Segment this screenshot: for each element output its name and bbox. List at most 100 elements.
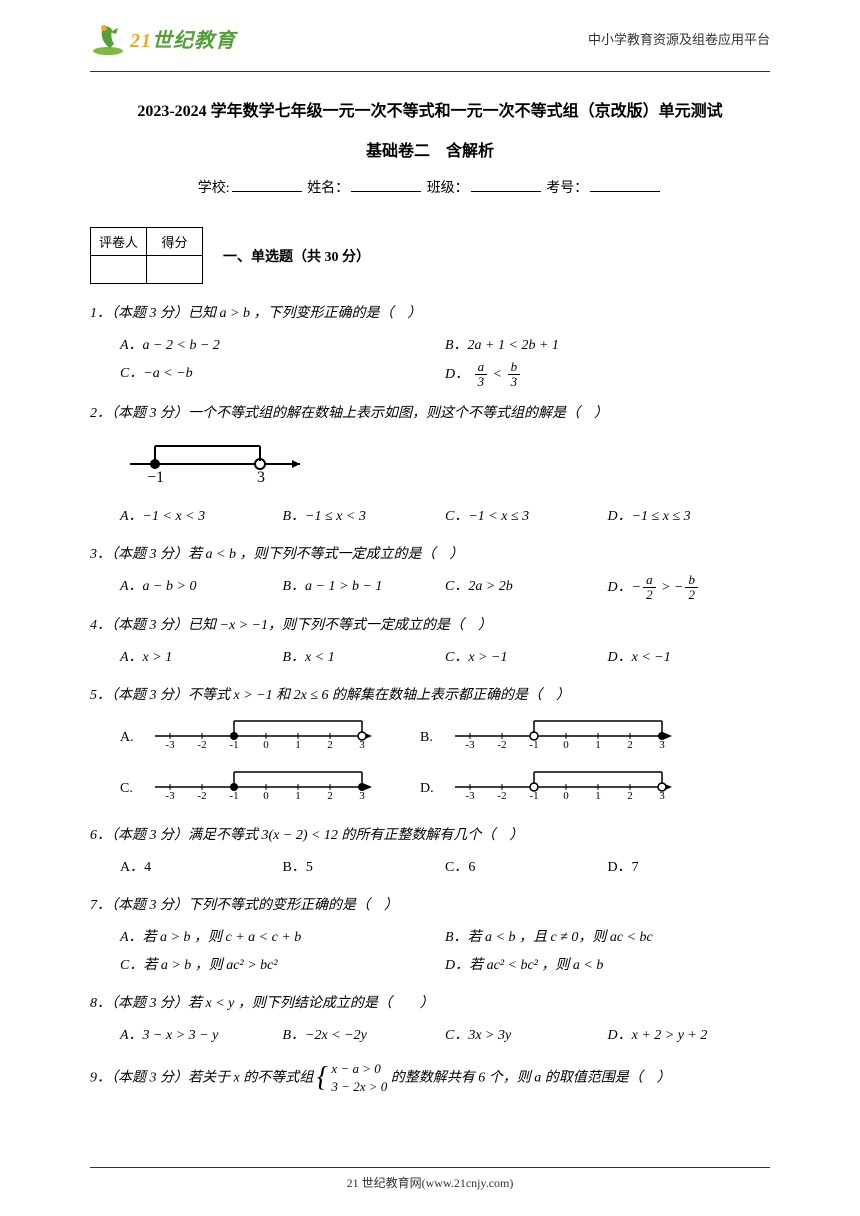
page-header: 21世纪教育 中小学教育资源及组卷应用平台 bbox=[0, 0, 860, 66]
content: 2023-2024 学年数学七年级一元一次不等式和一元一次不等式组（京改版）单元… bbox=[0, 77, 860, 1097]
q5-b-label: B. bbox=[420, 724, 450, 752]
q2-a: A．−1 < x < 3 bbox=[120, 503, 283, 531]
q2-stem: 2．（本题 3 分）一个不等式组的解在数轴上表示如图，则这个不等式组的解是（ ） bbox=[90, 400, 770, 428]
question-2: 2．（本题 3 分）一个不等式组的解在数轴上表示如图，则这个不等式组的解是（ ）… bbox=[90, 400, 770, 531]
q5-c-label: C. bbox=[120, 775, 150, 803]
q3-d: D．−a2 > −b2 bbox=[608, 573, 771, 603]
info-name: 姓名： bbox=[307, 181, 349, 196]
q3-c: C．2a > 2b bbox=[445, 573, 608, 603]
q6-a: A．4 bbox=[120, 854, 283, 882]
q5-b-nl: -3-2-1 0123 bbox=[450, 714, 680, 761]
q4-b: B．x < 1 bbox=[283, 644, 446, 672]
title-1: 2023-2024 学年数学七年级一元一次不等式和一元一次不等式组（京改版）单元… bbox=[90, 97, 770, 121]
header-divider bbox=[90, 71, 770, 72]
q6-options: A．4 B．5 C．6 D．7 bbox=[90, 854, 770, 882]
q5-d-nl: -3-2-1 0123 bbox=[450, 765, 680, 812]
svg-text:-3: -3 bbox=[165, 790, 175, 801]
q5-d-label: D. bbox=[420, 775, 450, 803]
svg-text:1: 1 bbox=[595, 739, 601, 750]
score-c1 bbox=[91, 256, 147, 284]
question-9: 9．（本题 3 分）若关于 x 的不等式组 { x − a > 0 3 − 2x… bbox=[90, 1060, 770, 1096]
frac-a3: a3 bbox=[475, 360, 488, 390]
svg-text:0: 0 bbox=[563, 739, 569, 750]
question-1: 1．（本题 3 分）已知 a > b ，下列变形正确的是（ ） A．a − 2 … bbox=[90, 300, 770, 390]
q1-options: A．a − 2 < b − 2 B．2a + 1 < 2b + 1 C．−a <… bbox=[90, 332, 770, 390]
system-brace: { x − a > 0 3 − 2x > 0 bbox=[317, 1060, 388, 1096]
q2-numberline: −1 3 bbox=[120, 434, 770, 497]
svg-text:-2: -2 bbox=[197, 739, 206, 750]
q6-b: B．5 bbox=[283, 854, 446, 882]
info-class: 班级： bbox=[427, 181, 469, 196]
score-h1: 评卷人 bbox=[91, 228, 147, 256]
q7-b: B．若 a < b ，且 c ≠ 0，则 ac < bc bbox=[445, 924, 770, 952]
q6-stem: 6．（本题 3 分）满足不等式 3(x − 2) < 12 的所有正整数解有几个… bbox=[90, 822, 770, 850]
q4-stem: 4．（本题 3 分）已知 −x > −1，则下列不等式一定成立的是（ ） bbox=[90, 612, 770, 640]
footer-text: 21 世纪教育网(www.21cnjy.com) bbox=[347, 1176, 514, 1190]
score-c2 bbox=[147, 256, 203, 284]
q6-c: C．6 bbox=[445, 854, 608, 882]
svg-text:−1: −1 bbox=[147, 469, 164, 486]
info-line: 学校: 姓名： 班级： 考号： bbox=[90, 177, 770, 197]
q1-c: C．−a < −b bbox=[120, 360, 445, 390]
q7-d: D．若 ac² < bc² ，则 a < b bbox=[445, 952, 770, 980]
logo-icon bbox=[90, 20, 126, 56]
svg-text:0: 0 bbox=[263, 739, 269, 750]
svg-text:-1: -1 bbox=[229, 790, 238, 801]
question-8: 8．（本题 3 分）若 x < y ，则下列结论成立的是（ ） A．3 − x … bbox=[90, 990, 770, 1050]
svg-text:3: 3 bbox=[359, 790, 365, 801]
title-2: 基础卷二 含解析 bbox=[90, 137, 770, 161]
header-right-text: 中小学教育资源及组卷应用平台 bbox=[588, 29, 770, 48]
svg-text:3: 3 bbox=[659, 739, 665, 750]
score-h2: 得分 bbox=[147, 228, 203, 256]
q7-a: A．若 a > b ，则 c + a < c + b bbox=[120, 924, 445, 952]
q5-row-1: A. -3-2-1 0123 bbox=[120, 714, 770, 761]
q1-a: A．a − 2 < b − 2 bbox=[120, 332, 445, 360]
q5-stem: 5．（本题 3 分）不等式 x > −1 和 2x ≤ 6 的解集在数轴上表示都… bbox=[90, 682, 770, 710]
q2-c: C．−1 < x ≤ 3 bbox=[445, 503, 608, 531]
logo: 21世纪教育 bbox=[90, 20, 236, 56]
frac-b3: b3 bbox=[508, 360, 521, 390]
q3-stem: 3．（本题 3 分）若 a < b ，则下列不等式一定成立的是（ ） bbox=[90, 541, 770, 569]
svg-text:-2: -2 bbox=[197, 790, 206, 801]
q5-a-nl: -3-2-1 0123 bbox=[150, 714, 380, 761]
svg-text:-2: -2 bbox=[497, 790, 506, 801]
svg-text:-3: -3 bbox=[465, 739, 475, 750]
question-5: 5．（本题 3 分）不等式 x > −1 和 2x ≤ 6 的解集在数轴上表示都… bbox=[90, 682, 770, 812]
blank-school bbox=[232, 191, 302, 192]
svg-text:2: 2 bbox=[327, 739, 333, 750]
question-7: 7．（本题 3 分）下列不等式的变形正确的是（ ） A．若 a > b ，则 c… bbox=[90, 892, 770, 980]
q5-c-nl: -3-2-1 0123 bbox=[150, 765, 380, 812]
q1-b: B．2a + 1 < 2b + 1 bbox=[445, 332, 770, 360]
svg-text:2: 2 bbox=[627, 790, 633, 801]
q8-a: A．3 − x > 3 − y bbox=[120, 1022, 283, 1050]
q8-options: A．3 − x > 3 − y B．−2x < −2y C．3x > 3y D．… bbox=[90, 1022, 770, 1050]
logo-text: 21世纪教育 bbox=[130, 24, 236, 53]
q4-a: A．x > 1 bbox=[120, 644, 283, 672]
q8-c: C．3x > 3y bbox=[445, 1022, 608, 1050]
q3-options: A．a − b > 0 B．a − 1 > b − 1 C．2a > 2b D．… bbox=[90, 573, 770, 603]
question-6: 6．（本题 3 分）满足不等式 3(x − 2) < 12 的所有正整数解有几个… bbox=[90, 822, 770, 882]
svg-text:1: 1 bbox=[295, 739, 301, 750]
svg-text:2: 2 bbox=[627, 739, 633, 750]
q7-c: C．若 a > b ，则 ac² > bc² bbox=[120, 952, 445, 980]
q2-b: B．−1 ≤ x < 3 bbox=[283, 503, 446, 531]
q8-stem: 8．（本题 3 分）若 x < y ，则下列结论成立的是（ ） bbox=[90, 990, 770, 1018]
q8-b: B．−2x < −2y bbox=[283, 1022, 446, 1050]
info-num: 考号： bbox=[546, 181, 588, 196]
footer-divider bbox=[90, 1167, 770, 1168]
blank-name bbox=[351, 191, 421, 192]
svg-text:-1: -1 bbox=[229, 739, 238, 750]
blank-class bbox=[471, 191, 541, 192]
svg-text:3: 3 bbox=[257, 469, 265, 486]
q7-stem: 7．（本题 3 分）下列不等式的变形正确的是（ ） bbox=[90, 892, 770, 920]
logo-text-1: 21 bbox=[130, 30, 152, 52]
q4-options: A．x > 1 B．x < 1 C．x > −1 D．x < −1 bbox=[90, 644, 770, 672]
svg-text:0: 0 bbox=[563, 790, 569, 801]
info-school: 学校: bbox=[198, 181, 230, 196]
svg-text:-3: -3 bbox=[465, 790, 475, 801]
q5-row-2: C. -3-2-1 0123 bbox=[120, 765, 770, 812]
q3-a: A．a − b > 0 bbox=[120, 573, 283, 603]
footer: 21 世纪教育网(www.21cnjy.com) bbox=[0, 1167, 860, 1191]
blank-num bbox=[590, 191, 660, 192]
svg-text:2: 2 bbox=[327, 790, 333, 801]
